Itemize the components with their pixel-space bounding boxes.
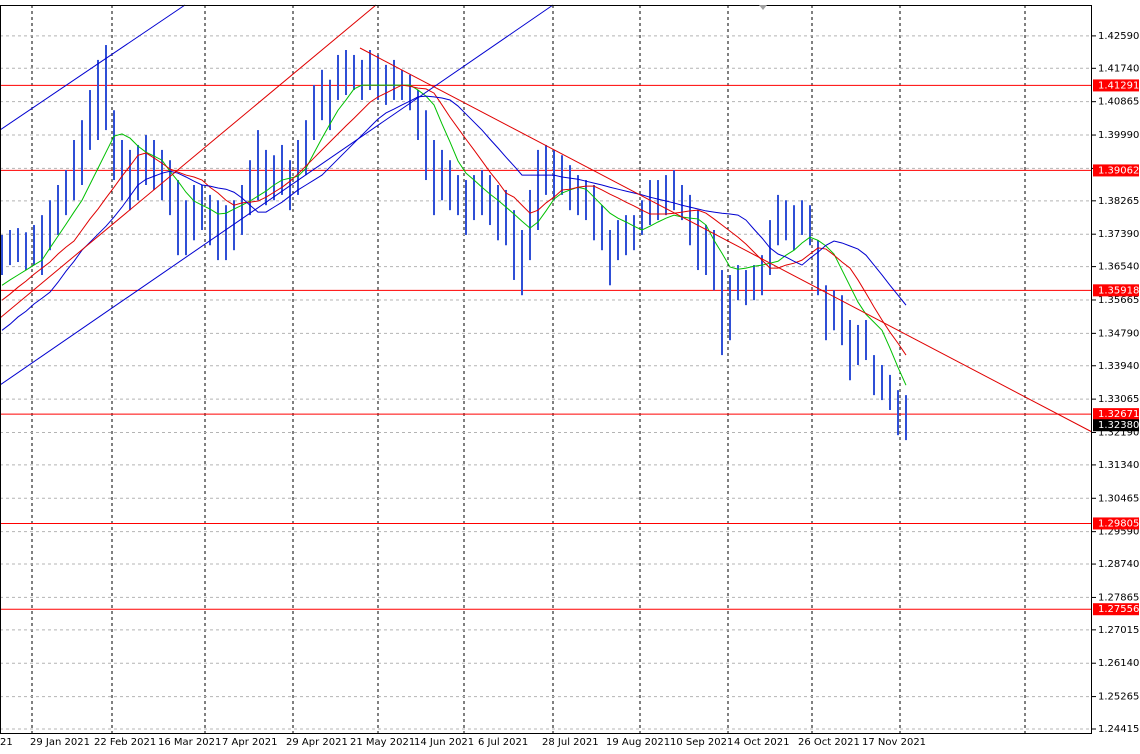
level-label: 1.27556	[1098, 604, 1139, 615]
y-tick-label: 1.37390	[1098, 229, 1139, 240]
x-tick-label: 16 Mar 2021	[158, 737, 221, 748]
y-tick-label: 1.28740	[1098, 559, 1139, 570]
y-tick-label: 1.41740	[1098, 63, 1139, 74]
y-tick-label: 1.33065	[1098, 394, 1139, 405]
y-tick-label: 1.27015	[1098, 625, 1139, 636]
plot-layer	[0, 35, 1092, 730]
trend-lines	[0, 4, 1093, 433]
date-separators	[31, 5, 1026, 733]
y-tick-label: 1.26140	[1098, 658, 1139, 669]
x-tick-label: 4 Oct 2021	[734, 737, 789, 748]
x-tick-label: 22 Feb 2021	[94, 737, 156, 748]
level-label: 1.29805	[1098, 518, 1139, 529]
x-tick-label: 19 Aug 2021	[606, 737, 670, 748]
shift-marker	[759, 5, 767, 10]
x-tick-label: 21 May 2021	[350, 737, 415, 748]
y-tick-label: 1.27865	[1098, 592, 1139, 603]
y-tick-label: 1.25265	[1098, 692, 1139, 703]
trend-line	[359, 47, 1093, 433]
x-tick-label: 17 Nov 2021	[862, 737, 926, 748]
y-tick-label: 1.31340	[1098, 460, 1139, 471]
level-label: 1.35918	[1098, 285, 1139, 296]
current-price-label: 1.32380	[1098, 420, 1139, 431]
price-axis: 1.425901.417401.408651.399901.391151.382…	[1092, 31, 1139, 735]
channel-line	[0, 4, 554, 386]
x-tick-label: 10 Sep 2021	[670, 737, 733, 748]
level-label-box	[1093, 164, 1139, 177]
y-tick-label: 1.33940	[1098, 361, 1139, 372]
x-tick-label: 29 Apr 2021	[286, 737, 348, 748]
y-tick-label: 1.32190	[1098, 427, 1139, 438]
y-tick-label: 1.39990	[1098, 130, 1139, 141]
x-tick-label: 21	[0, 737, 13, 748]
y-tick-label: 1.42590	[1098, 31, 1139, 42]
moving-average	[1, 84, 907, 356]
x-tick-label: 28 Jul 2021	[542, 737, 599, 748]
moving-average	[1, 84, 907, 386]
y-tick-label: 1.34790	[1098, 328, 1139, 339]
x-tick-label: 26 Oct 2021	[798, 737, 860, 748]
plot-frame	[0, 5, 1092, 734]
y-tick-label: 1.40865	[1098, 97, 1139, 108]
channel-line	[0, 4, 377, 319]
y-tick-label: 1.36540	[1098, 262, 1139, 273]
current-price-box	[1093, 419, 1139, 432]
level-label-box	[1093, 408, 1139, 421]
x-tick-label: 29 Jan 2021	[30, 737, 90, 748]
y-tick-label: 1.35665	[1098, 295, 1139, 306]
level-label-box	[1093, 79, 1139, 92]
y-tick-label: 1.29590	[1098, 527, 1139, 538]
x-tick-label: 7 Apr 2021	[222, 737, 277, 748]
level-label: 1.41291	[1098, 80, 1139, 91]
x-tick-label: 6 Jul 2021	[478, 737, 528, 748]
level-label: 1.39062	[1098, 165, 1139, 176]
level-label-box	[1093, 284, 1139, 297]
y-tick-label: 1.38265	[1098, 196, 1139, 207]
channel-line	[0, 4, 186, 131]
level-label-box	[1093, 603, 1139, 616]
x-tick-label: 14 Jun 2021	[414, 737, 474, 748]
y-tick-label: 1.30465	[1098, 493, 1139, 504]
level-label-box	[1093, 517, 1139, 530]
level-label: 1.32671	[1098, 409, 1139, 420]
moving-average	[1, 95, 907, 331]
y-tick-label: 1.24415	[1098, 724, 1139, 735]
